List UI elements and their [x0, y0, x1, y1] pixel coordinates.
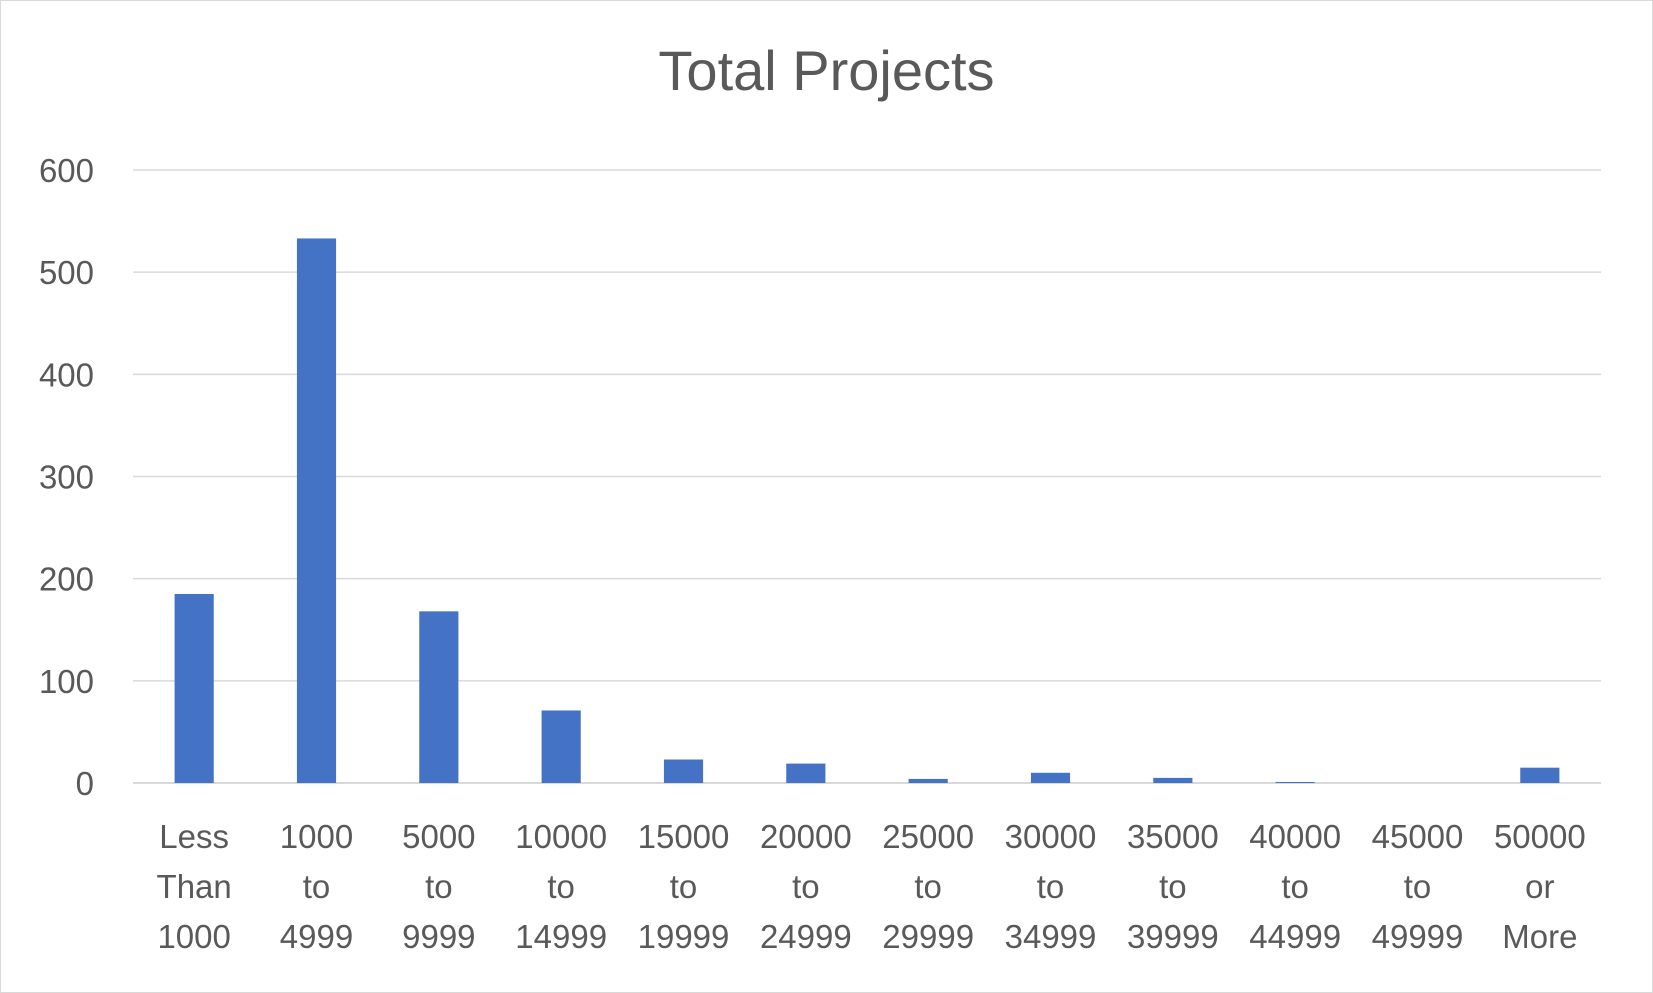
- x-tick-label: 49999: [1372, 918, 1464, 955]
- x-tick-label: 40000: [1249, 818, 1341, 855]
- x-tick-label: 35000: [1127, 818, 1219, 855]
- x-tick-label: to: [1159, 868, 1187, 905]
- x-tick-label: 29999: [882, 918, 974, 955]
- x-tick-label: 4999: [280, 918, 353, 955]
- x-tick-label: to: [547, 868, 575, 905]
- x-tick-label: 30000: [1005, 818, 1097, 855]
- x-tick-label: to: [1281, 868, 1309, 905]
- x-tick-label: to: [425, 868, 453, 905]
- x-tick-label: 44999: [1249, 918, 1341, 955]
- x-tick-label: 34999: [1005, 918, 1097, 955]
- x-tick-label: More: [1502, 918, 1577, 955]
- x-tick-label: 5000: [402, 818, 475, 855]
- bar: [174, 593, 214, 783]
- x-tick-label: to: [670, 868, 698, 905]
- x-tick-label: to: [914, 868, 942, 905]
- x-tick-label: to: [303, 868, 331, 905]
- chart-title: Total Projects: [658, 39, 995, 102]
- x-tick-label: 25000: [882, 818, 974, 855]
- x-tick-label: 15000: [638, 818, 730, 855]
- bar: [1153, 777, 1193, 783]
- x-tick-label: Less: [159, 818, 229, 855]
- x-tick-label: 19999: [638, 918, 730, 955]
- y-tick-label: 0: [76, 765, 94, 802]
- x-tick-label: 50000: [1494, 818, 1586, 855]
- x-tick-label: 20000: [760, 818, 852, 855]
- bar: [296, 238, 337, 783]
- x-tick-label: or: [1525, 868, 1554, 905]
- x-tick-label: 10000: [515, 818, 607, 855]
- x-tick-label: to: [792, 868, 820, 905]
- x-tick-label: to: [1037, 868, 1065, 905]
- y-tick-label: 500: [39, 254, 94, 291]
- x-tick-label: 24999: [760, 918, 852, 955]
- x-tick-label: 9999: [402, 918, 475, 955]
- x-tick-label: to: [1404, 868, 1432, 905]
- bar: [908, 778, 948, 783]
- y-tick-label: 300: [39, 459, 94, 496]
- x-tick-label: 1000: [157, 918, 230, 955]
- bar: [419, 611, 459, 783]
- bar: [1275, 781, 1315, 783]
- bar: [663, 759, 704, 783]
- y-tick-label: 600: [39, 152, 94, 189]
- x-tick-label: Than: [157, 868, 232, 905]
- y-tick-label: 100: [39, 663, 94, 700]
- x-tick-label: 45000: [1372, 818, 1464, 855]
- bar: [786, 763, 826, 783]
- bar: [1520, 767, 1560, 783]
- bar: [541, 710, 581, 783]
- y-tick-label: 200: [39, 561, 94, 598]
- x-tick-label: 1000: [280, 818, 353, 855]
- x-tick-label: 39999: [1127, 918, 1219, 955]
- x-tick-label: 14999: [515, 918, 607, 955]
- y-tick-label: 400: [39, 356, 94, 393]
- bar: [1030, 772, 1071, 783]
